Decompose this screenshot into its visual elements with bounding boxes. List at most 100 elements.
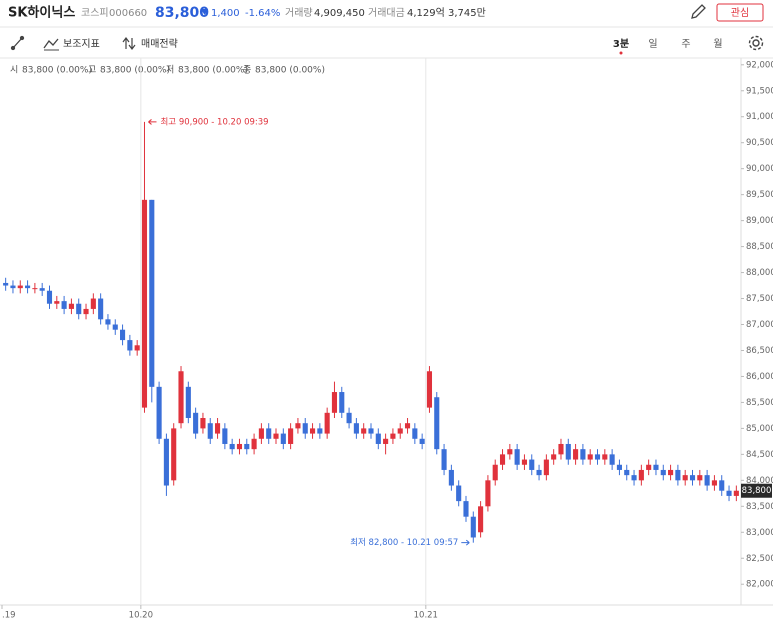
candle-body	[54, 301, 60, 304]
candle-body	[638, 469, 644, 481]
candle-body	[404, 423, 411, 429]
candle-body	[98, 298, 104, 320]
indicator-icon[interactable]	[43, 38, 59, 49]
candle-body	[653, 464, 659, 470]
candle-body	[17, 285, 23, 289]
candle-body	[580, 449, 586, 460]
candle-body	[624, 469, 630, 476]
annotation-arrow	[461, 539, 470, 546]
y-tick-label: 87,000	[746, 320, 773, 330]
volume: 4,909,450	[314, 8, 365, 19]
candle-body	[689, 475, 696, 481]
candle-body	[609, 454, 615, 465]
candle-body	[726, 490, 732, 496]
candle-body	[112, 324, 118, 330]
candle-body	[543, 459, 549, 476]
candle-body	[141, 199, 148, 408]
candle-body	[682, 475, 688, 481]
candle-body	[156, 386, 162, 439]
candle-body	[288, 428, 294, 444]
period-tab[interactable]: 3분	[613, 38, 629, 50]
annotation: 최저 82,800 - 10.21 09:57	[350, 537, 458, 548]
y-tick-label: 90,500	[746, 138, 773, 148]
candle-body	[251, 438, 257, 450]
candle-body	[375, 433, 381, 444]
candle-body	[711, 480, 717, 486]
y-tick-label: 90,000	[746, 164, 773, 174]
period-tab[interactable]: 주	[681, 39, 690, 50]
volume-label: 거래량	[285, 7, 313, 19]
candle-body	[207, 423, 213, 439]
current-price: 83,800	[155, 5, 209, 21]
strategy[interactable]: 매매전략	[141, 38, 178, 50]
y-tick-label: 92,000	[746, 60, 773, 70]
settings-icon[interactable]	[748, 35, 764, 51]
y-tick-label: 84,500	[746, 450, 773, 460]
x-tick-label: 10.20	[129, 611, 153, 621]
y-tick-label: 89,500	[746, 190, 773, 200]
info-label: 시	[10, 65, 18, 76]
candle-body	[324, 412, 330, 434]
candle-body	[697, 475, 703, 481]
y-tick-label: 85,000	[746, 424, 773, 434]
candle-body	[463, 501, 469, 517]
candle-body	[185, 386, 191, 419]
y-tick-label: 86,500	[746, 346, 773, 356]
y-tick-label: 87,500	[746, 294, 773, 304]
favorite-button[interactable]	[716, 3, 764, 22]
candle-body	[32, 288, 38, 290]
candle-body	[368, 428, 374, 434]
y-tick-label: 83,000	[746, 528, 773, 538]
info-value: 83,800 (0.00%)	[178, 66, 248, 76]
candle-body	[222, 428, 228, 444]
candle-body	[529, 459, 535, 470]
candle-body	[397, 428, 403, 434]
candle-body	[551, 454, 557, 460]
candle-body	[353, 423, 359, 434]
candle-body	[383, 438, 389, 444]
period-tab[interactable]: 월	[713, 38, 722, 50]
candle-body	[660, 469, 666, 476]
candle-body	[631, 475, 637, 481]
candle-body	[76, 303, 82, 315]
selected-dot	[619, 51, 623, 55]
candle-body	[258, 428, 264, 439]
candle-body	[521, 459, 528, 465]
candle-body	[565, 443, 571, 460]
y-tick-label: 91,000	[746, 112, 773, 122]
candle-body	[46, 290, 53, 304]
candle-body	[134, 345, 140, 351]
strategy-icon[interactable]	[122, 37, 136, 50]
candle-body	[456, 485, 462, 502]
candle-body	[441, 449, 447, 470]
candle-body	[178, 371, 184, 424]
candle-body	[171, 428, 177, 481]
candle-body	[193, 412, 199, 434]
candle-body	[10, 285, 16, 289]
candle-body	[90, 298, 96, 309]
indicators[interactable]: 보조지표	[63, 38, 100, 50]
candle-body	[602, 454, 608, 460]
candle-body	[507, 449, 513, 455]
candle-body	[273, 433, 279, 439]
candle-body	[719, 480, 725, 491]
y-tick-label: 82,000	[746, 580, 773, 590]
candle-body	[331, 392, 338, 413]
favorite-label[interactable]: 관심	[731, 7, 749, 19]
candle-body	[25, 285, 31, 289]
candle-body	[236, 443, 243, 450]
draw-tool[interactable]	[10, 35, 25, 51]
period-tab[interactable]: 일	[648, 38, 657, 50]
candle-body	[127, 340, 133, 351]
candle-body	[419, 438, 425, 444]
y-tick-label: 88,500	[746, 242, 773, 252]
y-tick-label: 89,000	[746, 216, 773, 226]
candle-body	[448, 469, 454, 486]
y-tick-label: 88,000	[746, 268, 773, 278]
y-tick-label: 85,500	[746, 398, 773, 408]
candle-body	[39, 288, 45, 291]
info-label: 저	[166, 65, 174, 76]
edit-icon[interactable]	[691, 4, 706, 19]
candle-body	[390, 433, 396, 439]
